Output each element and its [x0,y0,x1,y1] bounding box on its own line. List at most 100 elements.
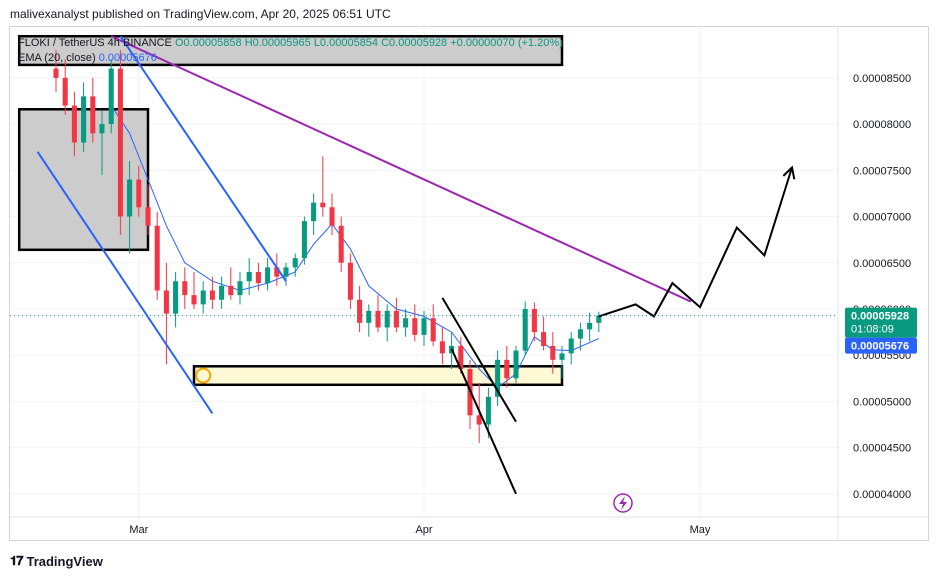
ema-price-label: 0.00005676 [851,341,909,353]
candle [559,353,565,360]
candle [403,318,409,328]
legend-low: L0.00005854 [313,37,379,49]
candle [301,221,307,259]
candle [357,299,363,323]
blue-channel-upper [119,35,287,282]
x-tick-label: May [690,524,711,536]
candle [320,202,326,208]
ema-price-badge [845,337,917,354]
candle [173,281,179,314]
candle [237,281,243,296]
legend-change: +0.00000070 (+1.20%) [450,37,563,49]
candle [154,225,160,291]
candle [393,310,399,328]
candle [421,318,427,335]
y-tick-label: 0.00007500 [853,165,911,177]
last-price-badge [845,307,917,338]
top-gray-zone [17,34,564,67]
candle [283,267,289,277]
candle [228,285,234,296]
legend-symbol-row: FLOKI / TetherUS 4h BINANCE O0.00005858 … [18,36,563,51]
legend-high: H0.00005965 [244,37,311,49]
candle [311,202,317,222]
candle [485,396,491,425]
candle [430,318,436,342]
candle [577,329,583,339]
candle [191,295,197,305]
candle [439,341,445,354]
candle [117,68,123,217]
candle [163,290,169,314]
blue-channel-lower [36,151,214,415]
candle [62,77,68,106]
tradingview-logo[interactable]: 𝟏𝟕 TradingView [10,553,103,569]
candle [246,272,252,282]
candle [513,350,519,379]
projection-arrowhead [782,165,796,180]
legend-interval: 4h [107,37,120,49]
ema-line [110,105,599,389]
candle [347,262,353,300]
candle [587,322,593,330]
tradingview-logo-text: TradingView [26,553,103,569]
candle [366,310,372,323]
candle [200,290,206,305]
candle [384,310,390,328]
x-tick-label: Apr [415,524,432,536]
candle [108,68,114,125]
chart-frame [9,26,929,541]
candle [412,318,418,335]
candle [458,345,464,370]
candle [476,415,482,425]
candle [255,272,261,284]
attribution: malivexanalyst published on TradingView.… [10,7,391,21]
candle [145,207,151,226]
lightning-glyph [619,496,627,510]
candle [274,267,280,277]
event-lightning-icon [613,493,633,513]
legend-ema-label: EMA (20, close) [18,52,96,64]
candle [550,345,556,360]
legend: FLOKI / TetherUS 4h BINANCE O0.00005858 … [18,36,563,66]
legend-open: O0.00005858 [174,37,242,49]
x-tick-label: Mar [129,524,148,536]
candle [127,179,133,217]
y-tick-label: 0.00008500 [853,73,911,85]
candle [531,308,537,333]
candle [71,105,77,143]
candle [375,310,381,328]
candle [522,308,528,351]
candle [219,285,225,300]
legend-ema-value: 0.00005676 [98,52,157,64]
candle [90,96,96,134]
candle [53,68,59,78]
last-price-label: 0.00005928 [851,311,909,323]
candle [338,225,344,263]
legend-close: C0.00005928 [381,37,448,49]
legend-symbol: FLOKI / TetherUS [18,37,105,49]
countdown-label: 01:08:09 [851,324,894,336]
candle [329,207,335,226]
y-tick-label: 0.00004500 [853,443,911,455]
y-tick-label: 0.00008000 [853,119,911,131]
candle [136,179,142,208]
y-tick-label: 0.00007000 [853,212,911,224]
candle [81,96,87,143]
candle [495,359,501,397]
candle [182,281,188,296]
candle [541,332,547,346]
y-tick-label: 0.00005000 [853,396,911,408]
candle [292,258,298,268]
y-tick-label: 0.00004000 [853,489,911,501]
candle [265,267,271,284]
legend-ema-row: EMA (20, close) 0.00005676 [18,51,563,66]
tradingview-logo-icon: 𝟏𝟕 [10,553,24,568]
legend-exchange: BINANCE [122,37,172,49]
candle [209,290,215,300]
black-wedge-upper [441,297,517,423]
y-tick-label: 0.00006500 [853,258,911,270]
candle [568,338,574,354]
projection-path [598,167,793,318]
black-wedge-lower [450,348,517,495]
